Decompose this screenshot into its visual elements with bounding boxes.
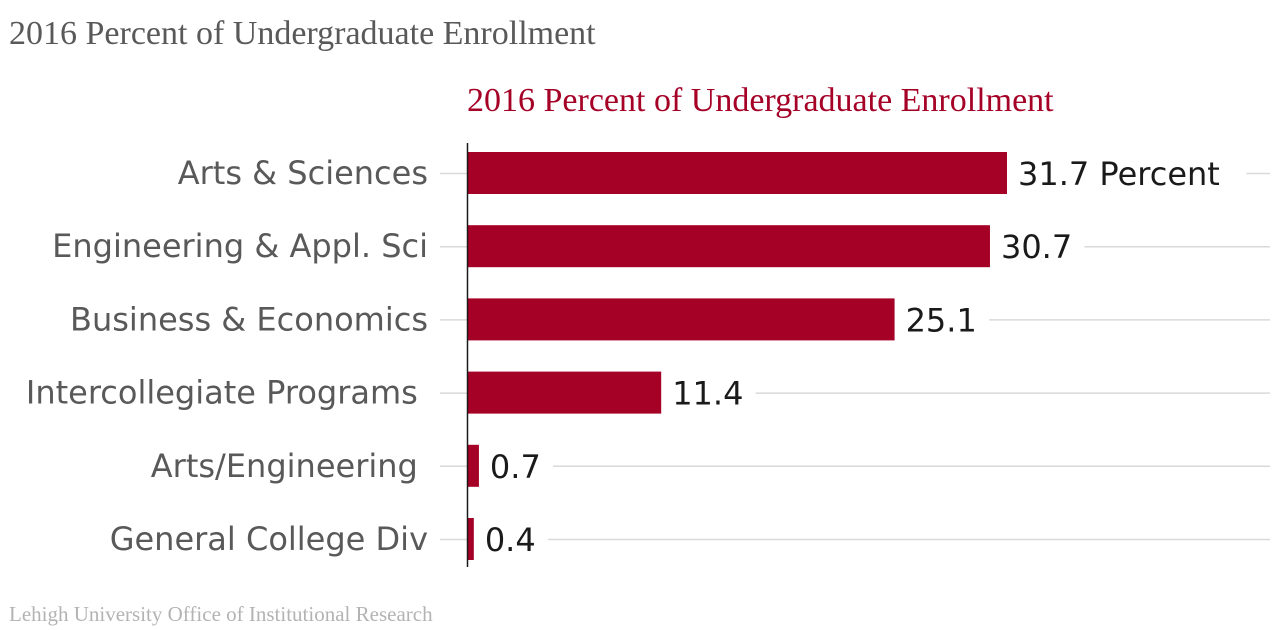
- chart-title: 2016 Percent of Undergraduate Enrollment: [467, 82, 1054, 119]
- value-label: 0.7: [490, 448, 541, 486]
- bar: [467, 152, 1007, 194]
- category-label: Arts & Sciences: [178, 154, 428, 192]
- value-label: 25.1: [906, 301, 977, 339]
- bar: [467, 298, 895, 341]
- value-label: 30.7: [1001, 228, 1072, 266]
- bar: [467, 225, 990, 268]
- bars: [467, 152, 1007, 560]
- category-label: Intercollegiate Programs: [26, 374, 428, 412]
- category-label: Business & Economics: [70, 300, 428, 338]
- category-label: Arts/Engineering: [151, 447, 428, 485]
- gridlines: [440, 172, 1270, 541]
- category-label: General College Div: [110, 520, 428, 558]
- category-label: Engineering & Appl. Sci: [52, 227, 428, 265]
- value-label: 11.4: [672, 375, 743, 413]
- page-title: 2016 Percent of Undergraduate Enrollment: [9, 15, 596, 52]
- source-note: Lehigh University Office of Institutiona…: [9, 602, 433, 626]
- bar: [467, 444, 479, 487]
- bar: [467, 371, 662, 414]
- value-label: 31.7 Percent: [1018, 155, 1220, 193]
- bar: [467, 518, 474, 560]
- category-labels: Arts & Sciences Engineering & Appl. Sci Bu…: [26, 154, 428, 558]
- value-labels: 31.7 Percent 30.7 25.1 11.4 0.7 0.4: [485, 155, 1220, 559]
- value-label: 0.4: [485, 521, 536, 559]
